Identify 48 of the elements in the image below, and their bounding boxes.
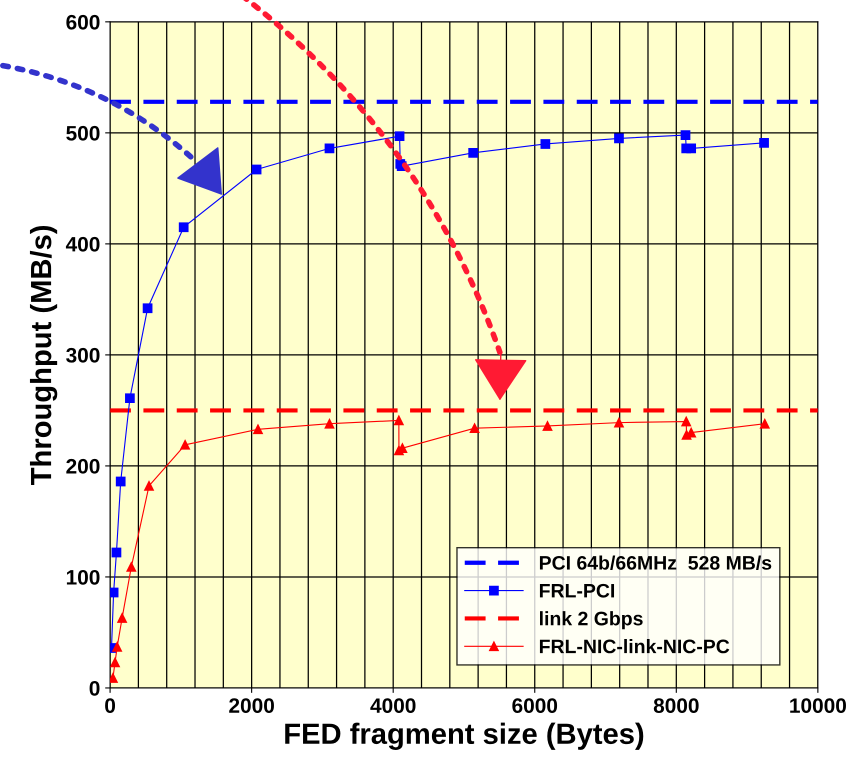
point: [681, 416, 692, 426]
x-tick-label: 4000: [370, 698, 416, 713]
point: [117, 613, 127, 623]
legend-label: link 2 Gbps: [540, 611, 643, 630]
point: [178, 222, 189, 232]
point: [540, 139, 550, 149]
y-tick-label: 500: [66, 126, 100, 141]
point: [394, 416, 404, 426]
x-axis-title: FED fragment size (Bytes): [285, 722, 644, 750]
x-tick-label: 6000: [512, 698, 558, 713]
point: [180, 440, 190, 450]
point: [116, 476, 126, 486]
point: [144, 481, 154, 491]
point: [324, 144, 334, 154]
x-tick-label: 8000: [654, 698, 699, 713]
point: [112, 642, 122, 652]
point: [468, 148, 478, 158]
point: [324, 418, 334, 429]
y-tick-label: 100: [66, 570, 100, 585]
point: [470, 423, 480, 434]
y-tick-label: 600: [66, 14, 100, 30]
y-tick-label: 300: [66, 348, 100, 363]
legend-label: PCI 64b/66MHz 528 MB/s: [540, 555, 772, 570]
point: [614, 134, 624, 144]
point: [126, 562, 136, 572]
point: [112, 548, 122, 558]
point: [759, 138, 769, 148]
legend-label: FRL-PCI: [540, 584, 614, 598]
point: [394, 131, 404, 142]
y-axis-title: Throughput (MB/s): [30, 226, 58, 485]
point: [542, 421, 552, 431]
point: [253, 424, 263, 434]
y-tick-label: 0: [90, 680, 100, 696]
point: [252, 164, 262, 174]
point: [686, 144, 696, 154]
point: [110, 588, 118, 598]
point: [125, 393, 135, 404]
point: [680, 130, 690, 140]
x-tick-label: 10000: [790, 698, 846, 713]
point: [760, 418, 770, 429]
point: [614, 418, 624, 428]
x-tick-label: 2000: [229, 698, 274, 713]
y-tick-label: 400: [66, 236, 100, 252]
legend-label: FRL-NIC-link-NIC-PC: [540, 639, 730, 654]
point: [110, 658, 120, 668]
x-tick-label: 0: [105, 698, 116, 713]
y-tick-label: 200: [66, 458, 100, 474]
point: [142, 303, 152, 314]
